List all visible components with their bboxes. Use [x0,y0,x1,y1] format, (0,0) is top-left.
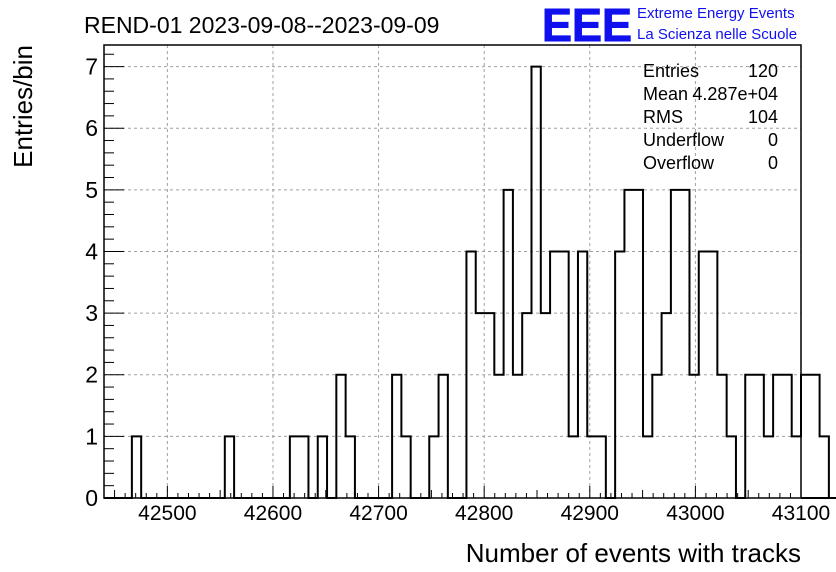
y-tick-label: 3 [85,300,98,326]
x-tick-label: 42600 [244,502,302,525]
x-tick-label: 42700 [349,502,407,525]
y-tick-label: 0 [85,485,98,511]
stats-value: 0 [768,153,778,173]
y-tick-label: 2 [85,362,98,388]
stats-label: Underflow [643,130,725,150]
stats-label: Mean [643,84,688,104]
x-tick-labels: 42500 42600 42700 42800 42900 43000 43100 [138,502,830,525]
x-tick-label: 43000 [666,502,724,525]
y-tick-label: 1 [85,423,98,449]
x-tick-label: 42500 [138,502,196,525]
x-tick-label: 42900 [561,502,619,525]
y-tick-label: 6 [85,115,98,141]
x-tick-label: 43100 [772,502,830,525]
histogram-series [104,65,836,499]
y-axis-label: Entries/bin [8,45,38,168]
x-axis-label: Number of events with tracks [466,538,801,568]
axis-ticks [104,53,802,499]
logo-line1: Extreme Energy Events [637,5,795,22]
stats-label: Entries [643,61,699,81]
y-tick-label: 7 [85,54,98,80]
logo-mark: EEE [542,0,632,51]
plot-frame [103,44,802,499]
y-tick-label: 4 [85,238,98,264]
y-tick-labels: 0 1 2 3 4 5 6 7 [85,54,98,511]
stats-value: 120 [748,61,778,81]
y-tick-label: 5 [85,177,98,203]
chart-title: REND-01 2023-09-08--2023-09-09 [84,12,439,38]
logo-line2: La Scienza nelle Scuole [637,26,797,43]
stats-label: Overflow [643,153,715,173]
grid [104,45,801,498]
stats-value: 4.287e+04 [692,84,778,104]
stats-box: Entries 120 Mean 4.287e+04 RMS 104 Underflow 0 O… [643,61,778,173]
eee-logo: EEE Extreme Energy Events La Scienza nel… [542,0,798,52]
x-tick-label: 42800 [455,502,513,525]
stats-label: RMS [643,107,683,127]
stats-value: 0 [768,130,778,150]
stats-value: 104 [748,107,778,127]
